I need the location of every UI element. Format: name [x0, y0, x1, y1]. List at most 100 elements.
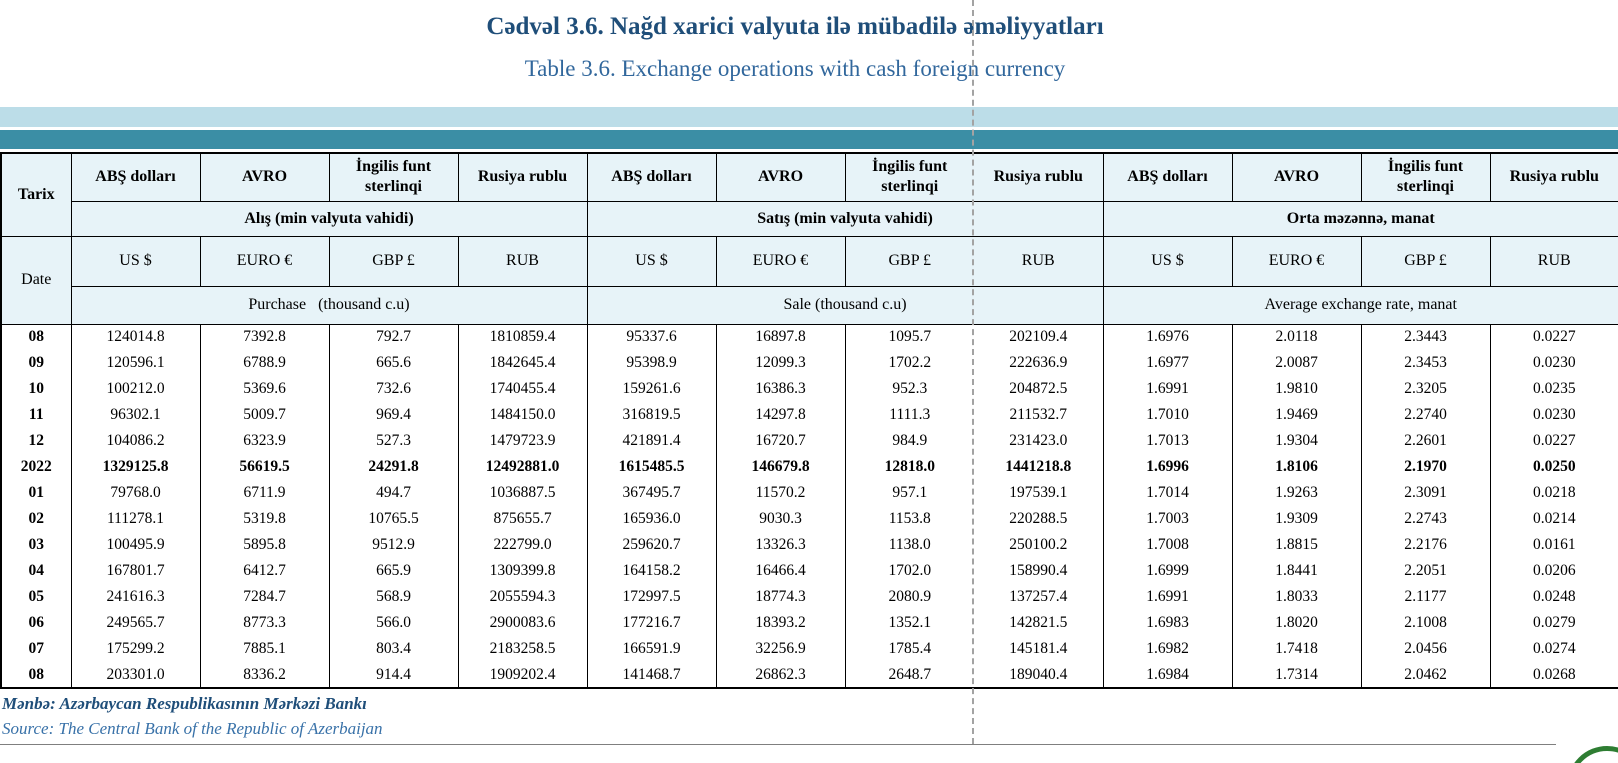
cell-value: 1.9263: [1231, 480, 1362, 506]
cell-value: 1111.3: [844, 402, 974, 428]
cell-value: 2.0118: [1231, 324, 1362, 350]
cell-value: 2.3091: [1360, 480, 1491, 506]
cell-value: 167801.7: [70, 558, 201, 584]
cell-value: 732.6: [328, 376, 459, 402]
decor-band-teal: [0, 130, 1618, 149]
date-header-az: Tarix: [0, 152, 72, 237]
currency-header-rub: Rusiya rublu: [973, 152, 1104, 202]
cell-value: 0.0274: [1489, 636, 1618, 662]
cell-value: 1.7003: [1102, 506, 1233, 532]
currency-header-rub: Rusiya rublu: [457, 152, 588, 202]
cell-value: 1309399.8: [457, 558, 588, 584]
cell-value: 665.6: [328, 350, 459, 376]
table-row: 10 100212.0 5369.6 732.6 1740455.4 159261.6 16…: [0, 376, 1618, 402]
cell-value: 0.0235: [1489, 376, 1618, 402]
exchange-operations-table: Tarix ABŞ dolları AVRO İngilis funt ster…: [0, 152, 1618, 689]
section-label-average-az: Orta məzənnə, manat: [1102, 200, 1618, 237]
cell-value: 24291.8: [328, 454, 459, 480]
currency-code-rub: RUB: [1489, 235, 1618, 287]
cell-value: 100212.0: [70, 376, 201, 402]
row-date-label: 08: [0, 662, 72, 688]
cell-value: 5319.8: [199, 506, 330, 532]
cell-value: 175299.2: [70, 636, 201, 662]
cell-value: 1.8033: [1231, 584, 1362, 610]
cell-value: 104086.2: [70, 428, 201, 454]
table-row: 03 100495.9 5895.8 9512.9 222799.0 259620.7 13…: [0, 532, 1618, 558]
section-label-average-en: Average exchange rate, manat: [1102, 285, 1618, 325]
cell-value: 159261.6: [586, 376, 717, 402]
cell-value: 952.3: [844, 376, 974, 402]
cell-value: 1.7008: [1102, 532, 1233, 558]
section-label-purchase-en: Purchase (thousand c.u): [70, 285, 588, 325]
cell-value: 6323.9: [199, 428, 330, 454]
cell-value: 12099.3: [715, 350, 846, 376]
cell-value: 9030.3: [715, 506, 846, 532]
cell-value: 142821.5: [973, 610, 1104, 636]
cell-value: 0.0227: [1489, 428, 1618, 454]
cell-value: 2.0462: [1360, 662, 1491, 688]
table-row: 12 104086.2 6323.9 527.3 1479723.9 421891.4 16…: [0, 428, 1618, 454]
cell-value: 6788.9: [199, 350, 330, 376]
cell-value: 2.0456: [1360, 636, 1491, 662]
table-row: 2022 1329125.8 56619.5 24291.8 12492881.0 161…: [0, 454, 1618, 480]
cell-value: 566.0: [328, 610, 459, 636]
cell-value: 6412.7: [199, 558, 330, 584]
currency-code-gbp: GBP £: [844, 235, 974, 287]
cell-value: 165936.0: [586, 506, 717, 532]
table-row: 02 111278.1 5319.8 10765.5 875655.7 165936.0 9…: [0, 506, 1618, 532]
cell-value: 1.9810: [1231, 376, 1362, 402]
page-break-dashed-line: [972, 0, 974, 744]
currency-header-euro: AVRO: [199, 152, 330, 202]
table-row: 05 241616.3 7284.7 568.9 2055594.3 172997.5 18…: [0, 584, 1618, 610]
cell-value: 792.7: [328, 324, 459, 350]
cell-value: 568.9: [328, 584, 459, 610]
row-date-label: 02: [0, 506, 72, 532]
cell-value: 2.1177: [1360, 584, 1491, 610]
cell-value: 527.3: [328, 428, 459, 454]
table-row: 04 167801.7 6412.7 665.9 1309399.8 164158.2 16…: [0, 558, 1618, 584]
cell-value: 803.4: [328, 636, 459, 662]
cell-value: 1036887.5: [457, 480, 588, 506]
cell-value: 10765.5: [328, 506, 459, 532]
currency-code-rub: RUB: [457, 235, 588, 287]
cell-value: 2.2743: [1360, 506, 1491, 532]
cell-value: 1.7010: [1102, 402, 1233, 428]
cell-value: 13326.3: [715, 532, 846, 558]
currency-code-usd: US $: [1102, 235, 1233, 287]
cell-value: 166591.9: [586, 636, 717, 662]
cell-value: 0.0230: [1489, 402, 1618, 428]
cell-value: 1441218.8: [973, 454, 1104, 480]
table-row: 09 120596.1 6788.9 665.6 1842645.4 95398.9 120…: [0, 350, 1618, 376]
cell-value: 1.8815: [1231, 532, 1362, 558]
cell-value: 202109.4: [973, 324, 1104, 350]
cell-value: 1.6983: [1102, 610, 1233, 636]
cell-value: 137257.4: [973, 584, 1104, 610]
cell-value: 220288.5: [973, 506, 1104, 532]
cell-value: 177216.7: [586, 610, 717, 636]
table-row: 07 175299.2 7885.1 803.4 2183258.5 166591.9 32…: [0, 636, 1618, 662]
currency-code-euro: EURO €: [715, 235, 846, 287]
currency-header-rub: Rusiya rublu: [1489, 152, 1618, 202]
cell-value: 79768.0: [70, 480, 201, 506]
header-row-currency-codes: Date US $ EURO € GBP £ RUB US $ EURO € G…: [0, 235, 1618, 325]
cell-value: 665.9: [328, 558, 459, 584]
cell-value: 16720.7: [715, 428, 846, 454]
cell-value: 146679.8: [715, 454, 846, 480]
cell-value: 316819.5: [586, 402, 717, 428]
cell-value: 1615485.5: [586, 454, 717, 480]
cell-value: 2.2601: [1360, 428, 1491, 454]
source-note-en: Source: The Central Bank of the Republic…: [2, 719, 383, 738]
cell-value: 1.6977: [1102, 350, 1233, 376]
cell-value: 1.7013: [1102, 428, 1233, 454]
row-date-label: 04: [0, 558, 72, 584]
cell-value: 1.6982: [1102, 636, 1233, 662]
cell-value: 1702.2: [844, 350, 974, 376]
cell-value: 0.0227: [1489, 324, 1618, 350]
decor-band-light: [0, 107, 1618, 127]
cell-value: 120596.1: [70, 350, 201, 376]
cell-value: 222799.0: [457, 532, 588, 558]
cell-value: 1479723.9: [457, 428, 588, 454]
currency-code-euro: EURO €: [199, 235, 330, 287]
row-date-label: 12: [0, 428, 72, 454]
row-date-label: 2022: [0, 454, 72, 480]
